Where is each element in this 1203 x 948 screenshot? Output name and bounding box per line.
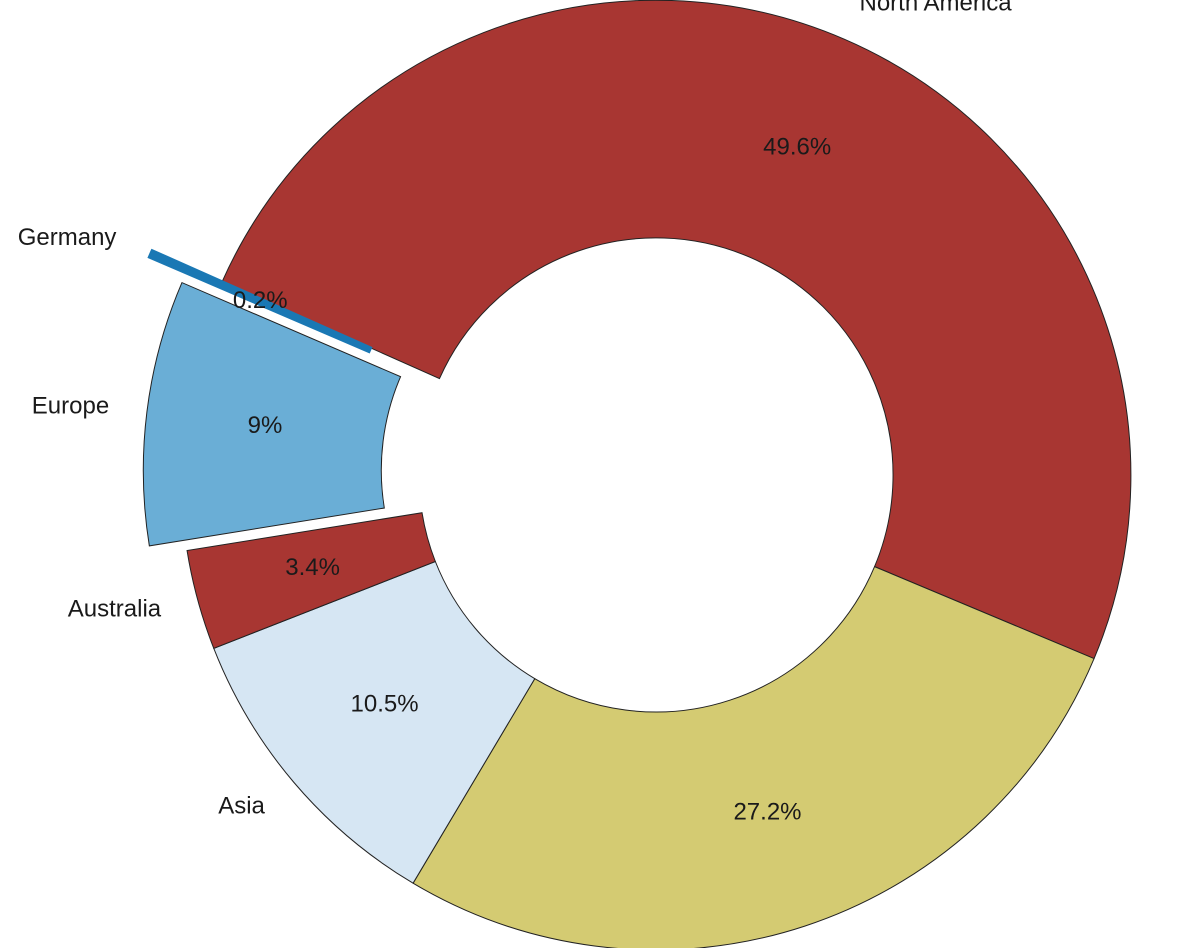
slice: [213, 560, 536, 884]
category-label: Australia: [68, 596, 162, 623]
slice: [186, 512, 436, 650]
value-label: 9%: [248, 412, 283, 439]
slice: [221, 0, 1132, 660]
category-label: North America: [859, 0, 1012, 16]
category-label: Asia: [218, 792, 265, 819]
category-label: Europe: [32, 393, 109, 420]
slice: [142, 281, 402, 547]
value-label: 3.4%: [285, 554, 340, 581]
category-label: Germany: [18, 224, 117, 251]
value-label: 27.2%: [733, 798, 801, 825]
value-label: 49.6%: [763, 134, 831, 161]
value-label: 10.5%: [351, 691, 419, 718]
value-label: 0.2%: [233, 287, 288, 314]
slice: [412, 565, 1095, 948]
slice: [147, 248, 373, 354]
